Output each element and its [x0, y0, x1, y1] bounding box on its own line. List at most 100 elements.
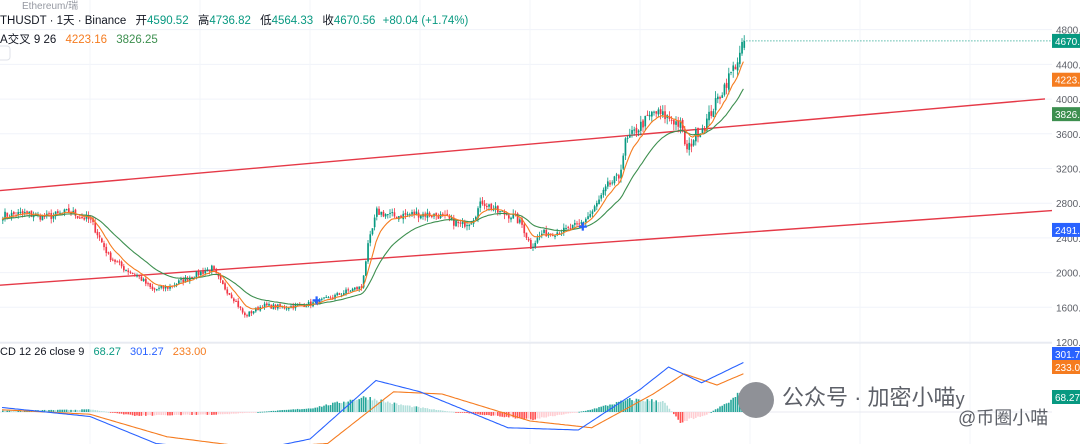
macd-hist-bar [281, 410, 283, 412]
candle-body [642, 120, 644, 128]
candle-body [690, 143, 693, 147]
candle-body [191, 276, 193, 279]
candle-body [178, 280, 180, 284]
macd-hist-bar [136, 412, 138, 416]
candle-body [153, 288, 156, 290]
macd-hist-bar [173, 412, 176, 415]
candle-body [131, 272, 134, 274]
macd-hist-bar [233, 412, 235, 414]
candle-body [65, 209, 68, 211]
candle-body [609, 182, 611, 185]
macd-hist-bar [305, 408, 308, 412]
candle-body [343, 293, 345, 296]
macd-hist-bar [593, 408, 596, 412]
candle-body [604, 186, 607, 192]
macd-hist-bar [182, 412, 184, 415]
candle-body [657, 109, 660, 115]
macd-hist-bar [712, 410, 715, 412]
candle-body [373, 217, 376, 228]
macd-hist-bar [215, 412, 217, 415]
macd-hist-bar [384, 402, 387, 412]
candle-body [266, 303, 268, 306]
macd-hist-bar [681, 412, 684, 423]
macd-hist-bar [486, 412, 488, 415]
candle-body [536, 237, 539, 243]
macd-hist-bar [664, 402, 666, 412]
macd-hist-bar [217, 412, 220, 415]
macd-hist-bar [587, 410, 589, 412]
macd-hist-bar [290, 409, 292, 412]
candle-body [453, 217, 455, 226]
cross-marker [312, 296, 321, 305]
candle-body [252, 311, 255, 314]
candle-body [712, 111, 715, 117]
macd-hist-bar [296, 408, 299, 412]
candle-body [202, 271, 204, 274]
macd-hist-bar [690, 412, 693, 418]
macd-hist-bar [200, 412, 202, 415]
candle-body [613, 176, 616, 184]
candle-body [2, 219, 4, 221]
candle-body [710, 111, 713, 116]
ma-fast-line [1, 61, 744, 310]
macd-hist-bar [65, 409, 68, 412]
candle-body [268, 304, 270, 306]
macd-hist-bar [41, 410, 44, 412]
candle-body [123, 266, 125, 271]
candle-body [448, 216, 451, 219]
macd-hist-bar [516, 412, 519, 419]
macd-hist-bar [503, 412, 506, 418]
candle-body [156, 289, 158, 291]
macd-hist-bar [105, 411, 107, 413]
macd-hist-bar [527, 412, 530, 419]
lower-trendline [0, 209, 1053, 286]
macd-hist-bar [492, 412, 495, 416]
candle-body [26, 211, 28, 213]
open-value: 4590.52 [147, 15, 189, 27]
macd-line-value: 301.27 [130, 346, 164, 358]
macd-hist-bar [68, 409, 70, 412]
macd-hist-bar [574, 412, 576, 413]
macd-hist-bar [723, 404, 726, 412]
macd-hist-bar [510, 412, 512, 417]
macd-hist-bar [415, 406, 418, 412]
high-value: 4736.82 [209, 15, 251, 27]
candle-body [345, 289, 347, 294]
collapse-button [0, 45, 11, 61]
candle-body [692, 140, 695, 146]
macd-hist-bar [468, 412, 470, 414]
macd-hist-bar [618, 401, 620, 412]
candle-body [208, 269, 211, 272]
candle-body [653, 111, 655, 113]
candle-body [637, 130, 640, 133]
candle-body [589, 214, 592, 217]
macd-hist-bar [63, 409, 66, 412]
open-label: 开 [135, 15, 148, 27]
macd-hist-bar [224, 412, 226, 415]
candle-body [120, 261, 123, 267]
candle-body [569, 227, 572, 229]
macd-hist-bar [688, 412, 690, 419]
macd-hist-bar [180, 412, 182, 416]
candle-body [389, 212, 391, 214]
candle-body [376, 208, 378, 217]
ma-label: A交叉 9 26 [0, 34, 57, 46]
candle-body [180, 278, 182, 280]
macd-hist-bar [129, 412, 132, 415]
macd-hist-bar [6, 410, 8, 412]
macd-hist-bar [424, 408, 426, 412]
candle-body [510, 217, 512, 220]
candle-body [732, 65, 735, 71]
macd-hist-bar [521, 412, 523, 419]
candle-body [263, 303, 266, 308]
macd-hist-bar [211, 412, 213, 415]
macd-hist-bar [158, 412, 160, 415]
candle-body [534, 242, 537, 247]
macd-hist-bar [380, 399, 382, 412]
candle-body [380, 211, 383, 215]
macd-hist-bar [272, 410, 275, 412]
candle-body [211, 265, 213, 273]
candle-body [697, 127, 699, 138]
macd-hist-bar [706, 412, 708, 415]
macd-hist-bar [301, 409, 303, 412]
